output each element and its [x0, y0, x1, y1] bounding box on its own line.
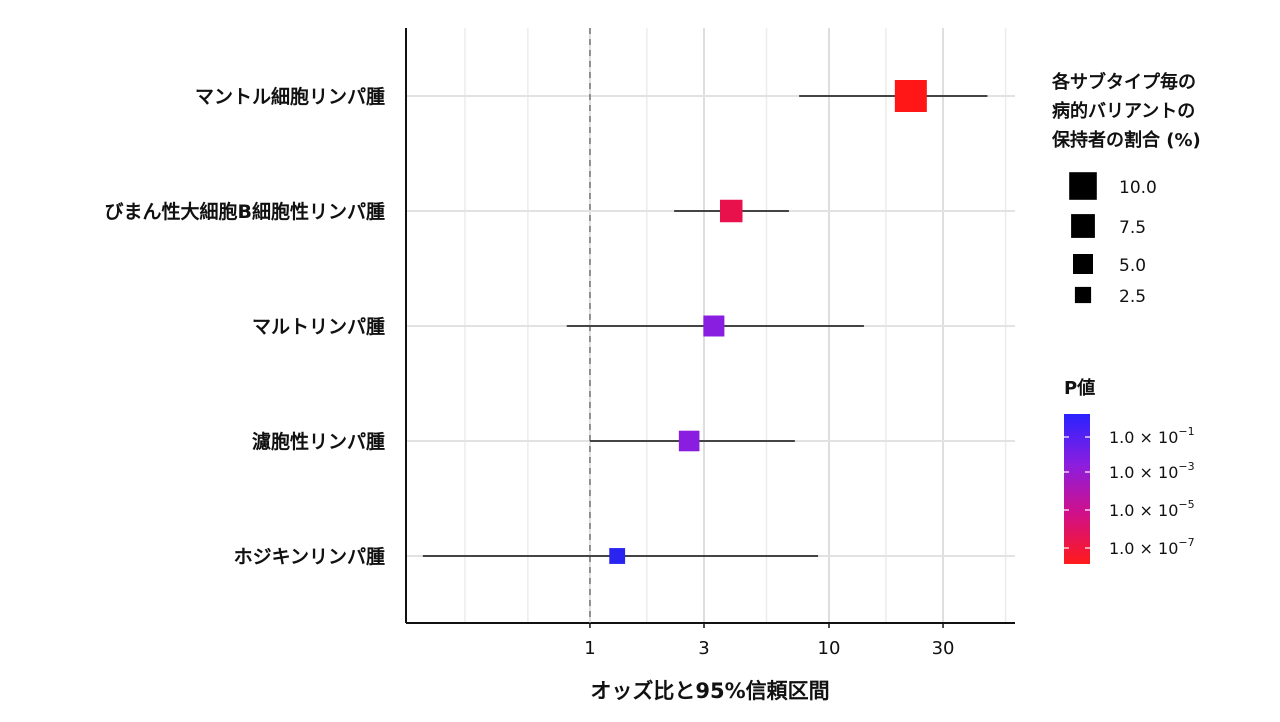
pvalue-mantissa: 1.0 × 10	[1109, 463, 1178, 482]
x-tick-label: 3	[698, 638, 709, 659]
pvalue-legend-label: 1.0 × 10−1	[1109, 425, 1195, 447]
size-legend-key	[1073, 254, 1093, 274]
size-legend-key	[1069, 172, 1097, 200]
size-legend-title: 病的バリアントの	[1052, 100, 1195, 122]
pvalue-legend-label: 1.0 × 10−5	[1109, 498, 1195, 520]
pvalue-exponent: −7	[1178, 536, 1194, 549]
point-estimate	[678, 430, 700, 452]
pvalue-mantissa: 1.0 × 10	[1109, 501, 1178, 520]
category-label: マントル細胞リンパ腫	[195, 85, 385, 108]
size-legend-label: 7.5	[1119, 218, 1146, 238]
pvalue-exponent: −1	[1178, 425, 1194, 438]
size-legend-label: 2.5	[1119, 287, 1146, 307]
pvalue-exponent: −3	[1178, 460, 1194, 473]
size-legend-label: 5.0	[1119, 256, 1146, 276]
x-tick-label: 10	[818, 638, 841, 659]
pvalue-legend-label: 1.0 × 10−3	[1109, 460, 1195, 482]
pvalue-mantissa: 1.0 × 10	[1109, 428, 1178, 447]
point-estimate	[609, 548, 626, 564]
size-legend-title: 各サブタイプ毎の	[1051, 71, 1196, 93]
x-tick-labels: 1 3 10 30	[584, 623, 954, 659]
category-labels: マントル細胞リンパ腫びまん性大細胞B細胞性リンパ腫マルトリンパ腫濾胞性リンパ腫ホ…	[105, 85, 385, 568]
pvalue-legend-title: P値	[1064, 377, 1095, 399]
category-label: マルトリンパ腫	[252, 315, 385, 338]
x-axis-title: オッズ比と95%信頼区間	[590, 679, 829, 703]
point-estimate	[703, 315, 725, 337]
x-tick-label: 30	[932, 638, 955, 659]
pvalue-colorbar	[1064, 414, 1090, 564]
point-estimate	[719, 199, 743, 223]
size-legend-title: 保持者の割合 (%)	[1051, 129, 1201, 151]
point-estimate	[894, 80, 927, 112]
pvalue-mantissa: 1.0 × 10	[1109, 539, 1178, 558]
x-tick-label: 1	[584, 638, 595, 659]
category-label: びまん性大細胞B細胞性リンパ腫	[105, 200, 385, 223]
category-label: 濾胞性リンパ腫	[252, 430, 385, 453]
size-legend-key	[1071, 214, 1095, 238]
pvalue-exponent: −5	[1178, 498, 1194, 511]
size-legend-label: 10.0	[1119, 178, 1157, 198]
size-legend-key	[1074, 286, 1092, 304]
pvalue-legend-label: 1.0 × 10−7	[1109, 536, 1195, 558]
data-marks	[422, 80, 988, 564]
pvalue-legend: P値1.0 × 10−11.0 × 10−31.0 × 10−51.0 × 10…	[1064, 377, 1195, 564]
category-label: ホジキンリンパ腫	[234, 545, 385, 568]
